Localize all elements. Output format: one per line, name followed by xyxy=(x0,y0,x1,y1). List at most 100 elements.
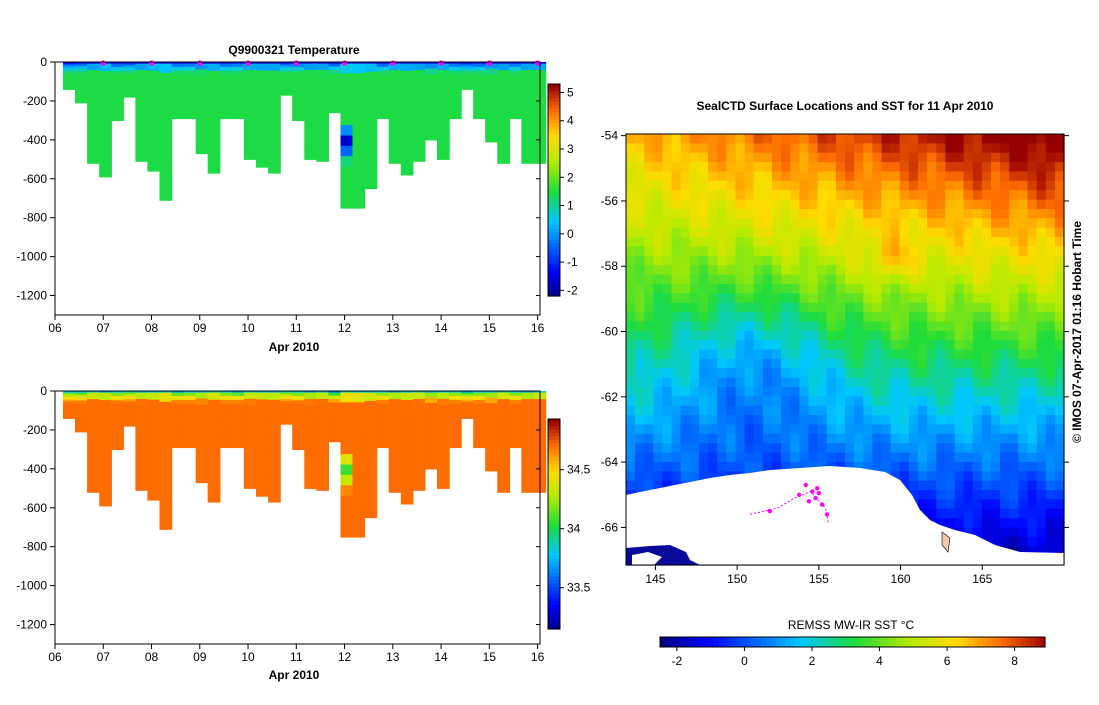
sst-cell xyxy=(753,293,764,304)
sst-cell xyxy=(918,358,928,369)
section-cell xyxy=(268,439,281,448)
section-cell xyxy=(461,399,474,402)
section-cell xyxy=(268,149,281,158)
section-cell xyxy=(207,133,221,143)
sst-cell xyxy=(799,134,810,144)
colorbar-segment xyxy=(548,618,560,623)
section-cell xyxy=(135,448,149,456)
section-cell xyxy=(111,75,124,80)
sst-cell xyxy=(726,190,737,201)
section-cell xyxy=(473,439,486,445)
section-cell xyxy=(304,440,317,448)
colorbar-segment xyxy=(548,513,560,518)
section-cell xyxy=(147,430,161,439)
sst-cell xyxy=(899,312,910,322)
sst-cell xyxy=(1018,293,1029,304)
sst-cell xyxy=(781,349,791,360)
section-cell xyxy=(328,416,342,421)
sst-cell xyxy=(1000,209,1010,219)
section-cell xyxy=(75,420,88,424)
section-cell xyxy=(243,412,257,421)
surface-location xyxy=(803,482,808,488)
sst-cell xyxy=(689,255,700,266)
colorbar-segment xyxy=(548,133,560,138)
sst-cell xyxy=(981,209,992,219)
section-cell xyxy=(111,392,124,397)
sst-cell xyxy=(881,274,892,285)
sst-cell xyxy=(918,190,928,201)
section-cell xyxy=(147,63,161,72)
sst-cell xyxy=(1018,321,1029,332)
section-cell xyxy=(485,96,498,103)
section-cell xyxy=(183,86,197,92)
sst-cell xyxy=(626,443,636,454)
sst-cell xyxy=(835,152,846,163)
sst-cell xyxy=(1045,283,1056,294)
section-cell xyxy=(207,86,221,95)
section-cell xyxy=(437,63,450,71)
section-cell xyxy=(111,420,124,426)
sst-cell xyxy=(635,152,645,163)
sst-cell xyxy=(817,452,828,463)
section-cell xyxy=(159,82,173,93)
section-cell xyxy=(461,72,474,75)
sst-cell xyxy=(671,134,682,144)
colorbar-segment xyxy=(548,569,560,574)
section-cell xyxy=(412,469,426,477)
colorbar-segment xyxy=(881,637,887,647)
sst-cell xyxy=(644,218,654,229)
section-cell xyxy=(388,84,402,93)
sst-cell xyxy=(699,190,709,201)
section-cell xyxy=(195,476,209,484)
colorbar-segment xyxy=(548,105,560,110)
section-cell xyxy=(183,63,197,68)
section-cell xyxy=(183,431,197,437)
sst-cell xyxy=(753,265,764,276)
colorbar-segment xyxy=(548,101,560,106)
sst-cell xyxy=(790,443,800,454)
section-cell xyxy=(388,413,402,422)
sst-cell xyxy=(881,302,892,313)
sst-cell xyxy=(708,293,718,304)
sst-cell xyxy=(662,152,673,163)
sst-cell xyxy=(1027,134,1038,144)
section-cell xyxy=(364,125,378,136)
colorbar-segment xyxy=(548,232,560,237)
colorbar-segment xyxy=(548,576,560,581)
sst-cell xyxy=(872,180,883,191)
sst-cell xyxy=(799,312,810,322)
sst-cell xyxy=(927,143,937,154)
sst-cell xyxy=(644,227,654,238)
sst-cell xyxy=(954,312,965,322)
section-cell xyxy=(63,68,76,72)
sst-cell xyxy=(762,358,773,369)
section-cell xyxy=(509,66,523,72)
sst-cell xyxy=(972,162,983,173)
colorbar-segment xyxy=(789,637,796,647)
sst-cell xyxy=(845,396,855,407)
sst-cell xyxy=(890,452,901,463)
section-cell xyxy=(195,424,209,432)
sst-cell xyxy=(817,227,828,238)
sst-cell xyxy=(991,162,1001,173)
surface-cell xyxy=(509,391,523,393)
sst-cell xyxy=(653,358,664,369)
section-cell xyxy=(340,423,354,434)
sst-cell xyxy=(662,452,673,463)
colorbar-frame xyxy=(547,418,561,630)
colorbar-segment xyxy=(765,637,772,647)
section-cell xyxy=(159,421,173,432)
section-cell xyxy=(412,133,426,141)
section-cell xyxy=(412,476,426,484)
section-cell xyxy=(171,70,185,76)
sst-cell xyxy=(626,246,636,257)
colorbar-segment xyxy=(548,555,560,560)
sst-cell xyxy=(1054,536,1065,547)
sst-cell xyxy=(863,293,873,304)
sst-cell xyxy=(808,209,819,219)
surface-cell xyxy=(219,62,233,64)
section-cell xyxy=(340,402,354,414)
section-cell xyxy=(195,456,209,464)
sst-cell xyxy=(753,246,764,257)
section-cell xyxy=(388,485,402,493)
